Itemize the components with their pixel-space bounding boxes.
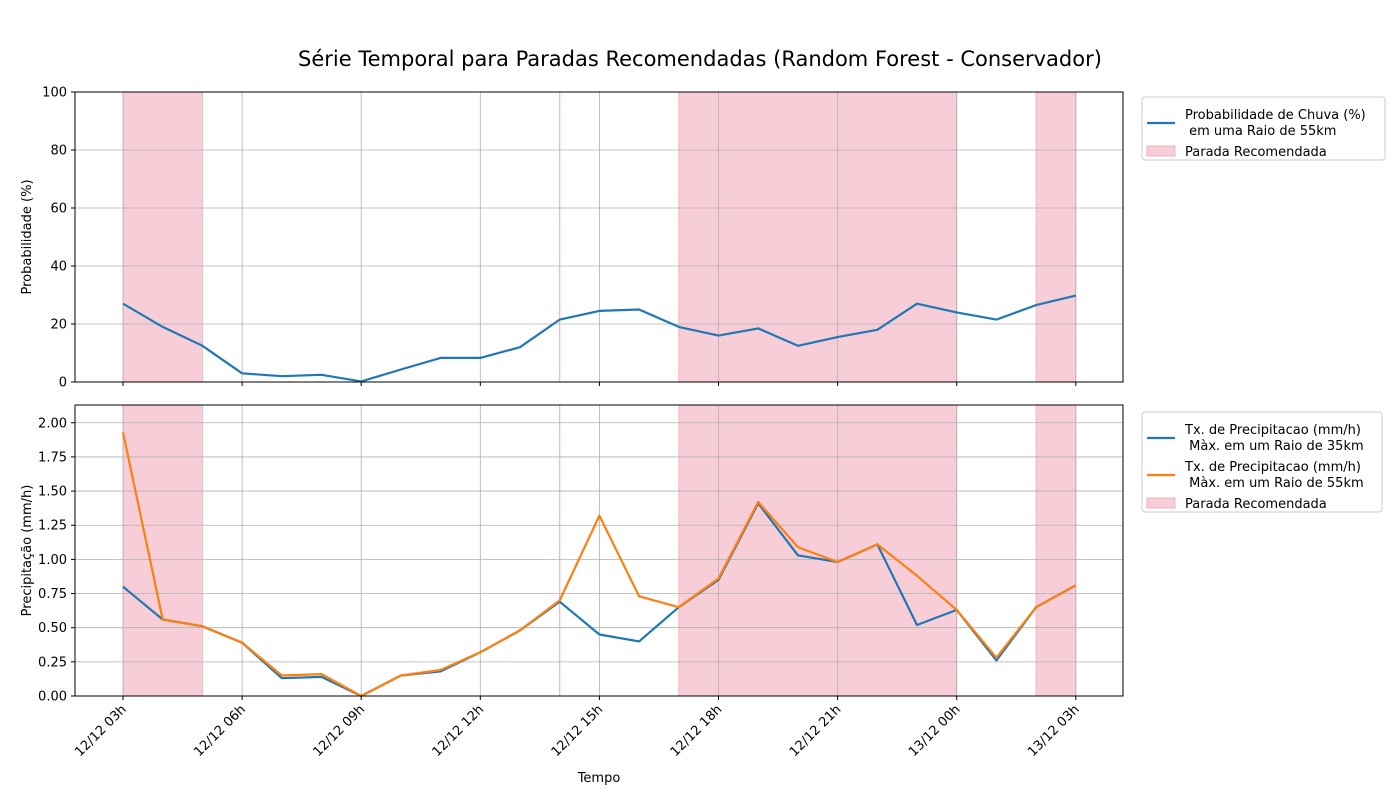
legend-label-stop: Parada Recomendada [1185,497,1327,512]
y-tick-label: 0.25 [38,655,67,670]
y-axis-label: Probabilidade (%) [20,179,35,294]
stop-span [678,92,957,382]
y-tick-label: 20 [50,318,67,333]
precipitation-panel: 0.00 0.25 0.50 0.75 1.00 1.25 1.50 1.75 2.00 12/1… [20,404,1124,760]
series-line-2 [121,432,1077,698]
legend-label: Tx. de Precipitacao (mm/h) Màx. em um Ra… [1184,460,1364,491]
y-tick-label: 0.00 [38,690,67,705]
legend-swatch-stop [1146,497,1176,509]
stop-span [678,405,957,696]
x-tick-label: 12/12 09h [310,702,368,760]
x-tick-label: 12/12 21h [787,702,845,760]
y-axis: 0.00 0.25 0.50 0.75 1.00 1.25 1.50 1.75 2.00 [38,416,75,705]
y-tick-label: 1.75 [38,450,67,465]
y-tick-label: 2.00 [38,416,67,431]
x-tick-label: 12/12 18h [668,702,726,760]
stop-span [123,405,203,696]
y-axis: 0 20 40 60 80 100 [42,86,75,391]
x-tick-label: 12/12 15h [549,702,607,760]
y-tick-label: 0.50 [38,621,67,636]
stop-span [1036,405,1076,696]
precipitation-legend: Tx. de Precipitacao (mm/h) Màx. em um Ra… [1141,411,1383,513]
series-line-1 [122,294,1077,383]
probability-panel: 0 20 40 60 80 100 Probabilidade (%) [20,86,1124,391]
legend-box [1141,96,1386,161]
x-axis [122,382,1077,386]
chart-title: Série Temporal para Paradas Recomendadas… [298,47,1102,71]
series-line-1 [122,502,1077,698]
y-tick-label: 1.00 [38,553,67,568]
x-axis: 12/12 03h 12/12 06h 12/12 09h 12/12 12h 12/1… [72,696,1083,760]
x-tick-label: 13/12 00h [906,702,964,760]
y-axis-label: Precipitação (mm/h) [20,485,35,617]
y-tick-label: 40 [50,260,67,275]
y-tick-label: 1.25 [38,519,67,534]
x-tick-label: 12/12 12h [430,702,488,760]
legend-label: Probabilidade de Chuva (%) em uma Raio d… [1185,108,1366,139]
stop-spans [122,92,1077,382]
legend-label: Tx. de Precipitacao (mm/h) Màx. em um Ra… [1184,423,1364,454]
legend-box [1141,411,1383,513]
x-tick-label: 13/12 03h [1025,702,1083,760]
stop-span [123,92,203,382]
y-tick-label: 0 [59,376,67,391]
legend-label-stop: Parada Recomendada [1185,145,1327,160]
x-axis-label: Tempo [577,771,621,786]
y-tick-label: 80 [50,144,67,159]
x-tick-label: 12/12 03h [72,702,130,760]
legend-swatch-stop [1146,145,1176,157]
y-tick-label: 100 [42,86,67,101]
y-tick-label: 1.50 [38,485,67,500]
probability-legend: Probabilidade de Chuva (%) em uma Raio d… [1141,96,1386,161]
y-tick-label: 60 [50,202,67,217]
grid [75,405,1123,697]
stop-spans [122,405,1077,696]
y-tick-label: 0.75 [38,587,67,602]
stop-span [1036,92,1076,382]
grid [75,91,1123,383]
x-tick-label: 12/12 06h [191,702,249,760]
